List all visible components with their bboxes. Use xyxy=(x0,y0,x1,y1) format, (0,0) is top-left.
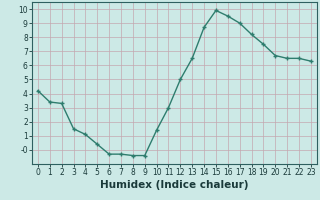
X-axis label: Humidex (Indice chaleur): Humidex (Indice chaleur) xyxy=(100,180,249,190)
